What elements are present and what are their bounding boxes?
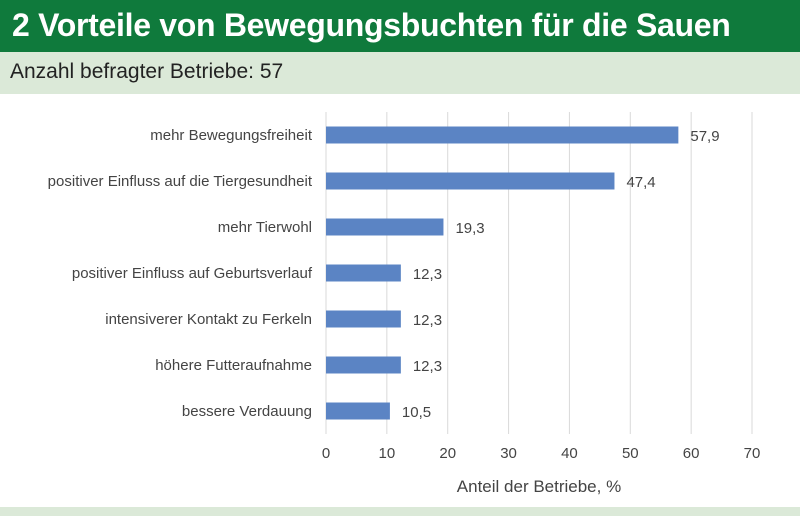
bottom-bar <box>0 507 800 516</box>
chart-subtitle: Anzahl befragter Betriebe: 57 <box>10 60 284 83</box>
category-label: positiver Einfluss auf die Tiergesundhei… <box>48 173 313 190</box>
bar <box>326 264 401 282</box>
x-tick-label: 40 <box>561 445 578 462</box>
chart-title: 2 Vorteile von Bewegungsbuchten für die … <box>12 7 731 43</box>
bar <box>326 310 401 328</box>
category-label: höhere Futteraufnahme <box>155 357 312 374</box>
category-label: bessere Verdauung <box>182 403 312 420</box>
bar <box>326 172 615 190</box>
x-tick-label: 70 <box>744 445 761 462</box>
subtitle-bar: Anzahl befragter Betriebe: 57 <box>0 52 800 94</box>
data-label: 12,3 <box>413 312 442 329</box>
x-tick-label: 60 <box>683 445 700 462</box>
bar <box>326 402 390 420</box>
x-tick-label: 20 <box>439 445 456 462</box>
x-tick-label: 10 <box>379 445 396 462</box>
data-label: 10,5 <box>402 404 431 421</box>
data-label: 12,3 <box>413 266 442 283</box>
category-label: mehr Tierwohl <box>218 219 312 236</box>
data-label: 12,3 <box>413 358 442 375</box>
data-label: 57,9 <box>690 128 719 145</box>
bar <box>326 126 679 144</box>
bar <box>326 356 401 374</box>
x-tick-label: 30 <box>500 445 517 462</box>
title-bar: 2 Vorteile von Bewegungsbuchten für die … <box>0 0 800 52</box>
data-label: 47,4 <box>626 174 655 191</box>
x-tick-label: 50 <box>622 445 639 462</box>
data-label: 19,3 <box>455 220 484 237</box>
x-tick-label: 0 <box>322 445 330 462</box>
category-label: intensiverer Kontakt zu Ferkeln <box>105 311 312 328</box>
category-label: positiver Einfluss auf Geburtsverlauf <box>72 265 313 282</box>
category-label: mehr Bewegungsfreiheit <box>150 127 313 144</box>
bar-chart: mehr Bewegungsfreiheit 57,9 positiver Einf… <box>48 112 761 496</box>
x-axis-title: Anteil der Betriebe, % <box>457 477 621 496</box>
bar <box>326 218 444 236</box>
